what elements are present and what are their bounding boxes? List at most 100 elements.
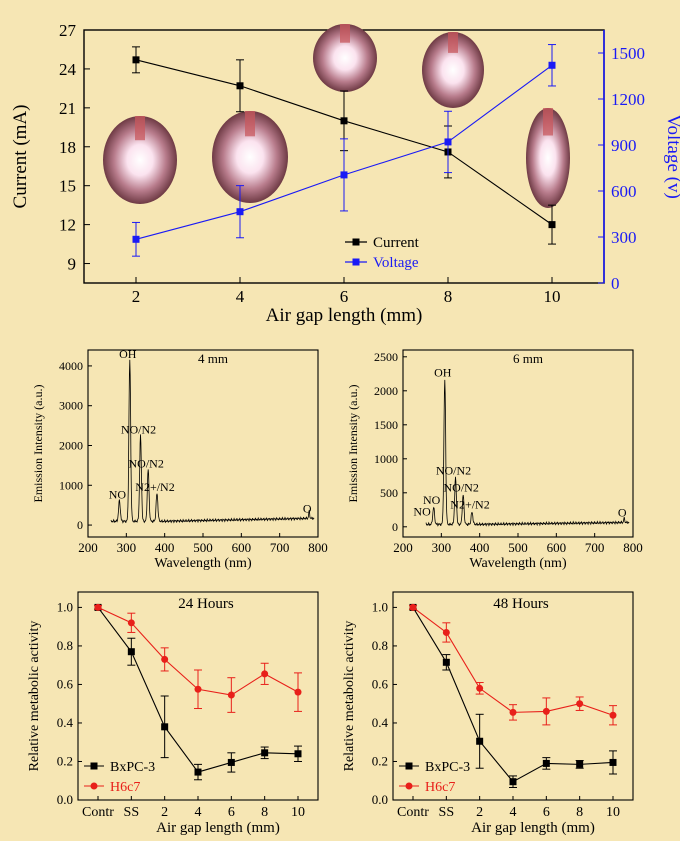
metabolic-24h-chart: 0.0 0.2 0.4 0.6 0.8 1.0 Contr SS 2 4 6 8 10 24 Hours A… [27, 591, 319, 836]
chart-title: 48 Hours [493, 596, 549, 612]
data-point [340, 117, 348, 125]
series-line [412, 607, 614, 783]
legend-marker [90, 762, 98, 770]
x-tick-label: SS [124, 805, 140, 820]
x-tick-label: 8 [261, 805, 268, 820]
x-tick-label: 200 [78, 540, 98, 555]
y-tick-label: 0.2 [372, 753, 388, 768]
legend-label: H6c7 [110, 780, 140, 795]
data-point [442, 628, 450, 636]
data-point [236, 82, 244, 90]
y-tick-label: 0.8 [372, 638, 388, 653]
y-tick-label: 0.8 [57, 638, 73, 653]
electrode-tip [543, 108, 553, 136]
plasma-photo [526, 108, 570, 208]
data-point [609, 711, 617, 719]
x-tick-label: 10 [291, 805, 305, 820]
y-tick-label: 15 [59, 177, 76, 196]
emission-4mm-chart: 0 1000 2000 3000 4000 200 300 400 500 600 700 800 4 … [31, 347, 328, 571]
y-tick-label: 1.0 [372, 599, 388, 614]
chart-title: 24 Hours [178, 596, 234, 612]
y-tick-label: 0 [392, 520, 398, 534]
peak-label: O [303, 501, 312, 515]
y-tick-label: 1000 [374, 452, 398, 466]
x-tick-label: 800 [623, 540, 643, 555]
y-tick-label: 4000 [59, 359, 83, 373]
x-axis-title: Air gap length (mm) [156, 820, 280, 836]
y-tick-label: 27 [59, 21, 77, 40]
emission-6mm-chart: 0 500 1000 1500 2000 2500 200 300 400 500 600 700 80… [346, 349, 643, 571]
x-tick-label: 8 [576, 805, 583, 820]
legend-label: BxPC-3 [110, 760, 155, 775]
x-tick-label: 4 [236, 287, 245, 306]
data-point [94, 603, 102, 611]
y2-tick-label: 600 [611, 182, 637, 201]
data-point [161, 655, 169, 663]
y-tick-label: 1500 [374, 418, 398, 432]
x-tick-label: 2 [476, 805, 483, 820]
x-tick-label: 400 [470, 540, 490, 555]
data-point [409, 603, 417, 611]
data-point [132, 235, 140, 243]
data-point [294, 688, 302, 696]
legend-marker [90, 782, 98, 790]
data-point [161, 723, 169, 731]
x-tick-label: 6 [543, 805, 550, 820]
data-point [132, 56, 140, 64]
data-point [542, 707, 550, 715]
spectrum-trace [110, 359, 315, 524]
electrode-tip [135, 116, 145, 141]
legend-marker [352, 258, 360, 266]
y-tick-label: 2000 [59, 438, 83, 452]
y-axis-title: Emission Intensity (a.u.) [346, 385, 360, 503]
y-tick-label: 0.4 [372, 715, 389, 730]
data-point [294, 750, 302, 758]
x-tick-label: 6 [228, 805, 235, 820]
y-axis-title: Relative metabolic activity [27, 621, 42, 772]
data-point [127, 619, 135, 627]
data-point [127, 648, 135, 656]
x-tick-label: 800 [308, 540, 328, 555]
x-tick-label: 400 [155, 540, 175, 555]
data-point [576, 760, 584, 768]
y-tick-label: 0.4 [57, 715, 74, 730]
x-tick-label: 4 [510, 805, 517, 820]
data-point [261, 670, 269, 678]
y-tick-label: 12 [59, 216, 76, 235]
electrode-tip [245, 111, 255, 137]
y-tick-label: 18 [59, 138, 76, 157]
y-tick-label: 0.6 [372, 676, 389, 691]
y-tick-label: 0.0 [57, 792, 73, 807]
y2-axis-title: Voltage (v) [663, 114, 680, 199]
peak-label: NO [413, 504, 431, 518]
legend-marker [405, 762, 413, 770]
y2-tick-label: 1200 [611, 90, 645, 109]
x-tick-label: SS [439, 805, 455, 820]
legend-label: Current [373, 235, 420, 251]
peak-label: N2+/N2 [135, 480, 174, 494]
y-tick-label: 2000 [374, 384, 398, 398]
plasma-photo [212, 111, 288, 203]
y2-tick-label: 1500 [611, 44, 645, 63]
y-tick-label: 2500 [374, 350, 398, 364]
y-tick-label: 3000 [59, 399, 83, 413]
y-axis-title: Current (mA) [10, 105, 31, 209]
plasma-photo [422, 32, 484, 108]
data-point [509, 708, 517, 716]
y-tick-label: 24 [59, 60, 77, 79]
data-point [548, 221, 556, 229]
x-tick-label: 300 [432, 540, 452, 555]
peak-label: O [618, 506, 627, 520]
legend-label: H6c7 [425, 780, 455, 795]
x-axis-title: Air gap length (mm) [471, 820, 595, 836]
y-tick-label: 1.0 [57, 599, 73, 614]
plasma-photo [103, 116, 177, 204]
x-tick-label: 700 [585, 540, 605, 555]
y-tick-label: 500 [380, 486, 398, 500]
data-point [194, 768, 202, 776]
data-point [542, 759, 550, 767]
x-tick-label: 2 [132, 287, 141, 306]
